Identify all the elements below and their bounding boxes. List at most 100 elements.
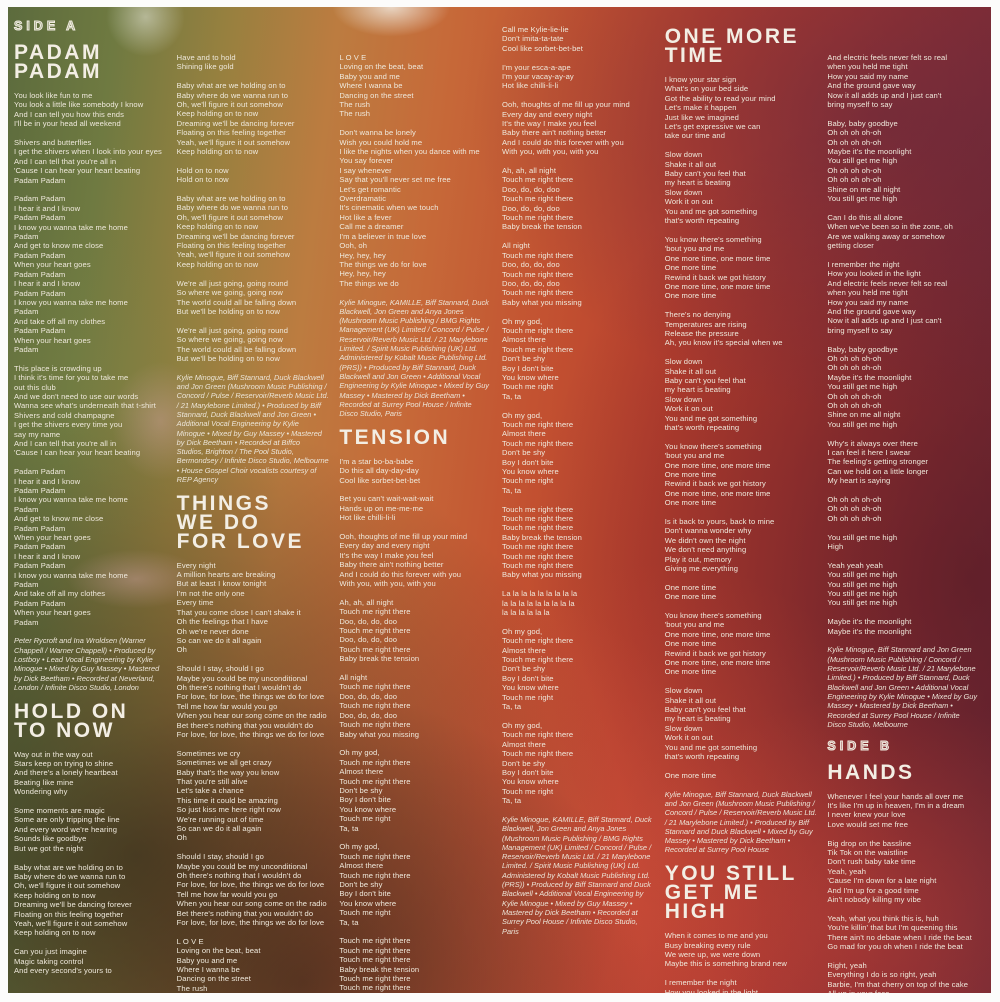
song-title: TENSION [339,427,495,448]
lyric-line: Yeah, yeah [827,866,867,876]
lyric-line: Touch me right [502,382,554,392]
lyric-line: Maybe this is something brand new [664,959,788,969]
lyric-line: Now it all adds up and I just can't [827,316,942,326]
lyric-line: How you said my name [827,71,909,81]
lyric-line: And I'm up for a good time [827,885,919,895]
lyric-line: Loving on the beat, beat [339,62,424,72]
lyric-line: A million hearts are breaking [176,570,276,580]
song-credits: Kylie Minogue, Biff Stannard, Duck Black… [664,789,817,855]
song-credits: Kylie Minogue, KAMILLE, Biff Stannard, D… [502,814,652,936]
song-title-line: ONE MORE [664,25,800,48]
lyric-line: Doo, do, do, doo [502,260,560,270]
lyric-line: One more time [664,592,717,602]
lyric-line: la la la la la la [502,608,550,618]
lyric-line: Why's it always over there [827,438,918,448]
lyric-sheet: SIDE A PADAM PADAM You look like fun to me Y… [8,7,991,993]
lyric-line: la la la la la la la la la [502,598,575,608]
lyric-line: Touch me right there [339,945,411,955]
lyric-line: Shining like gold [176,62,234,72]
lyrics-column: ONE MORE TIME I know your star sign What's … [664,19,821,993]
lyric-line: You know where [502,372,559,382]
lyric-line: Overdramatic [339,194,387,204]
lyric-line: And I can tell that you're all in [14,156,117,166]
lyric-line: One more time [664,469,717,479]
lyric-line: I hear it and I know [14,279,81,289]
stanza: Touch me right there Touch me right there… [339,936,495,993]
stanza: There's no denying Temperatures are risin… [665,310,821,348]
lyric-line: You look a little like somebody I know [14,100,144,110]
stanza: Sometimes we cry Sometimes we all get cra… [177,749,333,843]
lyric-line: One more time [664,582,717,592]
lyric-line: Baby can't you feel that [664,169,746,179]
lyric-line: Padam [14,344,39,354]
lyric-line: Shine on me all night [827,410,901,420]
lyric-line: Padam Padam [14,486,66,495]
stanza: Way out in the way out Stars keep on tryi… [14,750,170,797]
stanza: Ooh, thoughts of me fill up your mind Eve… [339,532,495,588]
lyric-line: Keep holding on to now [176,109,259,119]
lyric-line: Oh my god, [339,748,380,758]
lyric-line: When it comes to me and you [664,931,768,941]
lyric-line: And the ground gave way [827,81,916,91]
lyric-line: It's the way I make you feel [502,119,597,129]
lyric-line: Yeah, we'll figure it out somehow [176,137,291,147]
lyric-line: Padam [14,617,39,627]
lyric-line: I say whenever [339,165,392,175]
lyric-line: Boy I don't bite [502,767,554,777]
lyric-line: Oh my god, [502,720,543,730]
lyric-line: Oh oh oh oh-oh [827,391,882,401]
stanza: We're all just going, going round So wher… [177,326,333,364]
lyric-line: 'Cause I can hear your heart beating [14,448,141,458]
lyric-line: Have and to hold [176,53,236,62]
lyric-line: L O V E [339,53,367,62]
lyric-line: The rush [339,109,371,119]
lyric-line: Bet there's nothing that you wouldn't do [176,720,314,730]
lyric-line: Touch me right there [339,870,411,880]
lyric-line: The rush [339,100,371,110]
lyric-line: My heart is saying [827,476,891,486]
lyric-line: Maybe it's the moonlight [827,372,912,382]
lyric-line: Floating on this feeling together [176,241,286,251]
stanza: Slow down Shake it all out Baby can't you … [665,150,821,225]
stanza: Padam Padam I hear it and I know Padam Pad… [14,194,170,354]
lyric-line: Baby what you missing [502,297,582,307]
lyric-line: Padam Padam [14,269,66,279]
lyric-line: Touch me right there [502,344,574,354]
lyric-line: Don't be shy [502,664,546,674]
lyric-line: And I can tell that you're all in [14,438,117,448]
lyric-line: Padam Padam [14,288,66,298]
lyric-line: You still get me high [827,570,898,580]
lyric-line: Doo, do, do, doo [339,616,398,626]
lyric-line: Almost there [339,861,384,871]
lyric-line: Baby break the tension [502,532,582,542]
lyric-line: Oh, we'll figure it out somehow [176,100,283,110]
lyric-line: take our time and [664,131,726,141]
song-title-line: HIGH [664,900,728,924]
lyric-line: And I could do this forever with you [502,137,624,147]
stanza: Bet you can't wait-wait-wait Hands up on … [339,494,495,522]
stanza: I remember the night How you looked in th… [665,978,821,993]
lyric-line: Ooh, thoughts of me fill up your mind [339,532,468,541]
lyric-line: bring myself to say [827,100,893,110]
lyric-line: 'Cause I'm down for a late night [827,876,937,886]
lyric-line: Yeah, we'll figure it out somehow [176,250,291,260]
lyric-line: Can you just imagine [14,947,87,957]
lyric-line: I'm your esca-a-ape [502,62,571,72]
lyric-line: Padam Padam [14,326,66,336]
lyric-line: What's on your bed side [664,84,749,94]
lyric-line: For love, for love, the things we do for… [176,729,325,739]
lyric-line: that's worth repeating [664,422,740,432]
lyric-line: Ooh, thoughts of me fill up your mind [502,100,630,110]
lyric-line: Touch me right there [339,974,411,984]
lyric-line: When your heart goes [14,260,91,270]
lyric-line: Rewind it back we got history [664,479,766,489]
lyric-line: How you looked in the light [664,987,759,993]
lyric-line: You and me got something [664,206,758,216]
lyric-line: Yeah, we'll figure it out somehow [14,918,128,928]
stanza: Should I stay, should I go Maybe you coul… [177,664,333,739]
lyric-line: I know you wanna take me home [14,570,128,580]
stanza: Ah, ah, all night Touch me right there Doo… [502,166,658,232]
lyric-line: Touch me right there [502,194,574,204]
song-title-line: WE DO [176,510,261,534]
lyric-line: We were up, we were down [664,949,761,959]
